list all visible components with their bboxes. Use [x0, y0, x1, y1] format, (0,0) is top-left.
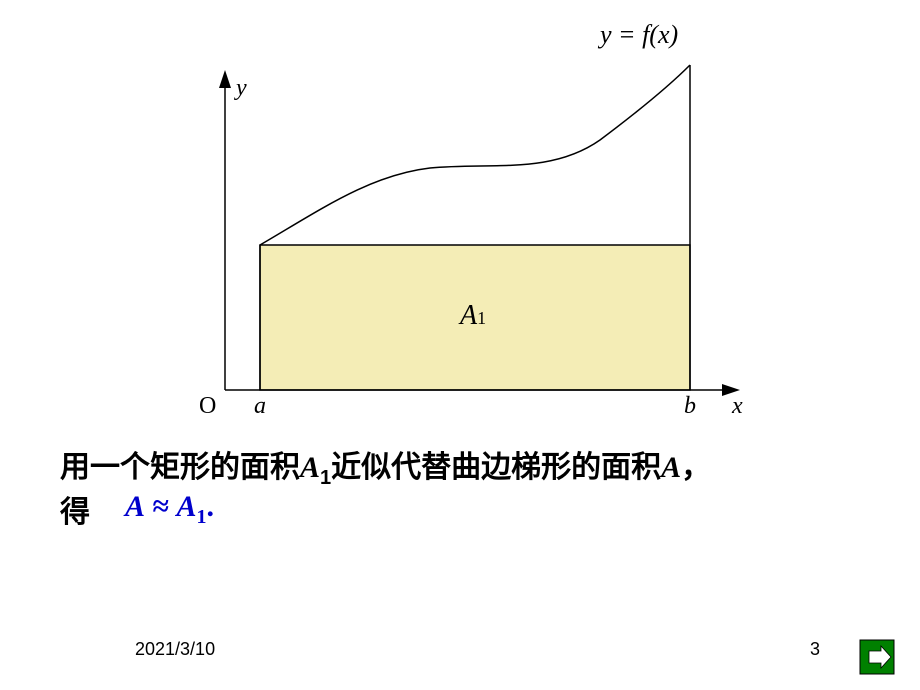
- x-axis-label: x: [732, 393, 743, 420]
- diagram-svg: [170, 20, 750, 430]
- y-axis-arrow: [219, 70, 231, 88]
- text2: 得: [60, 496, 90, 529]
- function-label-text: y = f(x): [600, 20, 678, 49]
- eq-A: A: [125, 490, 145, 523]
- nav-arrow-icon: [859, 639, 895, 675]
- a-label: a: [254, 393, 266, 420]
- text-line-2: 得: [60, 490, 90, 535]
- text-line-1: 用一个矩形的面积A1近似代替曲边梯形的面积A，: [60, 445, 890, 493]
- b-label: b: [684, 393, 696, 420]
- date-text: 2021/3/10: [135, 639, 215, 660]
- origin-label: O: [199, 393, 216, 420]
- y-axis-label: y: [236, 75, 247, 102]
- region-label: A1: [460, 300, 486, 332]
- text1-A: A: [300, 451, 320, 484]
- equation: A ≈ A1.: [125, 490, 214, 529]
- eq-A1: A: [176, 490, 196, 523]
- eq-period: .: [207, 490, 215, 523]
- page-number: 3: [810, 639, 820, 660]
- function-curve: [260, 65, 690, 245]
- text1-A2: A: [661, 451, 681, 484]
- nav-next-button[interactable]: [859, 639, 895, 675]
- text1-part2: 近似代替曲边梯形的面积: [331, 451, 661, 484]
- text1-sub: 1: [320, 467, 331, 489]
- eq-sub: 1: [197, 506, 207, 528]
- text1-part3: ，: [681, 451, 711, 484]
- eq-approx: ≈: [145, 490, 176, 523]
- region-A: A: [460, 300, 477, 331]
- text1-part1: 用一个矩形的面积: [60, 451, 300, 484]
- diagram-container: y = f(x) y O a b x A1: [170, 20, 750, 430]
- function-label: y = f(x): [600, 20, 678, 50]
- region-sub: 1: [477, 308, 486, 328]
